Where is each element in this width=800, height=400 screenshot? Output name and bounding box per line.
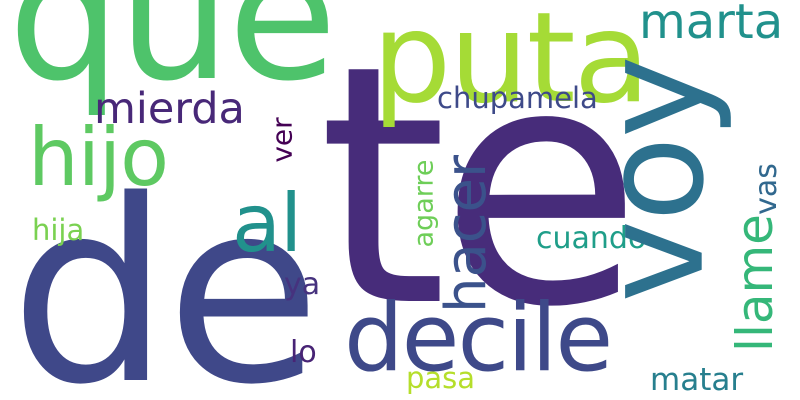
word-cuando: cuando	[536, 221, 647, 256]
word-chupamela: chupamela	[437, 81, 598, 115]
word-matar: matar	[650, 362, 744, 398]
word-hacer: hacer	[434, 154, 500, 314]
word-vas: vas	[748, 163, 784, 215]
word-decile: decile	[344, 284, 613, 393]
word-llame: llame	[725, 214, 784, 352]
word-agarre: agarre	[408, 159, 440, 248]
word-al: al	[232, 177, 302, 270]
word-hijo: hijo	[28, 111, 169, 204]
word-ver: ver	[265, 117, 299, 163]
word-mierda: mierda	[94, 84, 245, 134]
word-voy: voy	[572, 57, 736, 303]
word-puta: puta	[372, 0, 650, 131]
word-que: que	[8, 0, 337, 120]
word-lo: lo	[290, 335, 317, 370]
word-hija: hija	[32, 213, 85, 247]
word-ya: ya	[284, 267, 321, 302]
word-pasa: pasa	[406, 361, 476, 395]
word-de: de	[10, 147, 321, 400]
word-te: te	[318, 0, 642, 379]
word-marta: marta	[639, 0, 784, 50]
